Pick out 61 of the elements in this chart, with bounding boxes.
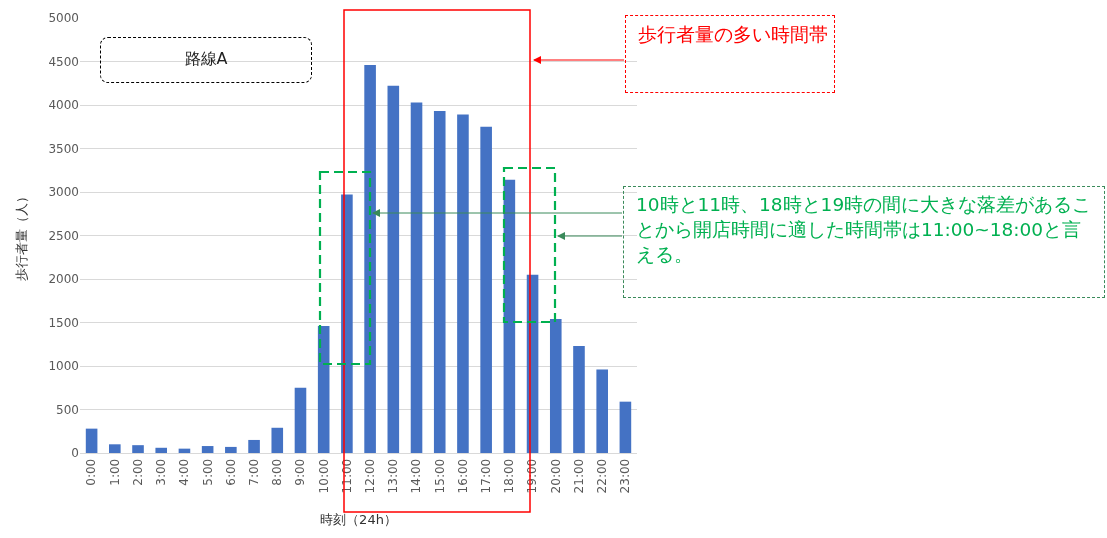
x-tick-label: 8:00 <box>270 458 285 486</box>
bar <box>480 126 492 453</box>
x-tick-label: 11:00 <box>339 458 354 494</box>
x-tick-label: 15:00 <box>432 458 447 494</box>
x-tick-label: 1:00 <box>107 458 122 486</box>
y-tick-label: 5000 <box>48 11 79 26</box>
x-tick-label: 23:00 <box>618 458 633 494</box>
text: 歩行者量の多い時間帯 <box>625 15 835 93</box>
x-tick-label: 3:00 <box>154 458 169 486</box>
x-tick-label: 18:00 <box>502 458 517 494</box>
x-tick-label: 6:00 <box>223 458 238 486</box>
x-axis-title: 時刻（24h） <box>320 511 397 527</box>
bar <box>248 439 260 453</box>
bar <box>225 446 237 453</box>
x-tick-label: 19:00 <box>525 458 540 494</box>
bar <box>85 428 98 453</box>
bar <box>132 445 144 453</box>
x-tick-label: 2:00 <box>130 458 145 486</box>
bar <box>271 427 284 453</box>
bar <box>457 114 469 453</box>
y-tick-label: 4500 <box>48 54 79 69</box>
x-tick-label: 17:00 <box>479 458 494 494</box>
y-tick-label: 2000 <box>48 272 79 287</box>
x-tick-label: 9:00 <box>293 458 308 486</box>
y-tick-label: 1500 <box>48 315 79 330</box>
x-tick-label: 10:00 <box>316 458 331 494</box>
x-tick-label: 20:00 <box>548 458 563 494</box>
bar <box>364 64 376 453</box>
y-axis-title: 歩行者量（人） <box>14 190 30 281</box>
x-tick-label: 21:00 <box>571 458 586 494</box>
bar <box>155 447 168 453</box>
bar <box>596 369 608 453</box>
y-tick-label: 4000 <box>48 98 79 113</box>
x-tick-label: 0:00 <box>84 458 99 486</box>
annotation: 路線A <box>100 37 312 83</box>
y-tick-label: 1000 <box>48 359 79 374</box>
y-tick-label: 2500 <box>48 228 79 243</box>
bar <box>573 345 585 453</box>
x-tick-label: 7:00 <box>246 458 261 486</box>
y-tick-label: 0 <box>71 446 79 461</box>
bar <box>410 102 423 453</box>
bar <box>619 401 632 453</box>
y-tick-label: 500 <box>56 402 79 417</box>
x-tick-label: 5:00 <box>200 458 215 486</box>
bar <box>201 446 214 453</box>
bar <box>503 179 516 453</box>
annotation: 10時と11時、18時と19時の間に大きな落差があることから開店時間に適した時間帯は11:00~18:00と言える。 <box>623 186 1105 298</box>
bar <box>387 85 400 453</box>
bar <box>433 111 446 453</box>
bar <box>317 325 330 453</box>
x-tick-label: 22:00 <box>595 458 610 494</box>
bar <box>109 444 121 453</box>
y-tick-label: 3000 <box>48 185 79 200</box>
bar <box>294 387 307 453</box>
x-tick-label: 12:00 <box>363 458 377 494</box>
x-tick-label: 14:00 <box>409 458 424 494</box>
x-tick-label: 13:00 <box>386 458 401 494</box>
x-tick-label: 4:00 <box>177 458 192 486</box>
x-tick-label: 16:00 <box>455 458 470 494</box>
bar <box>549 319 562 453</box>
y-tick-label: 3500 <box>48 141 79 156</box>
